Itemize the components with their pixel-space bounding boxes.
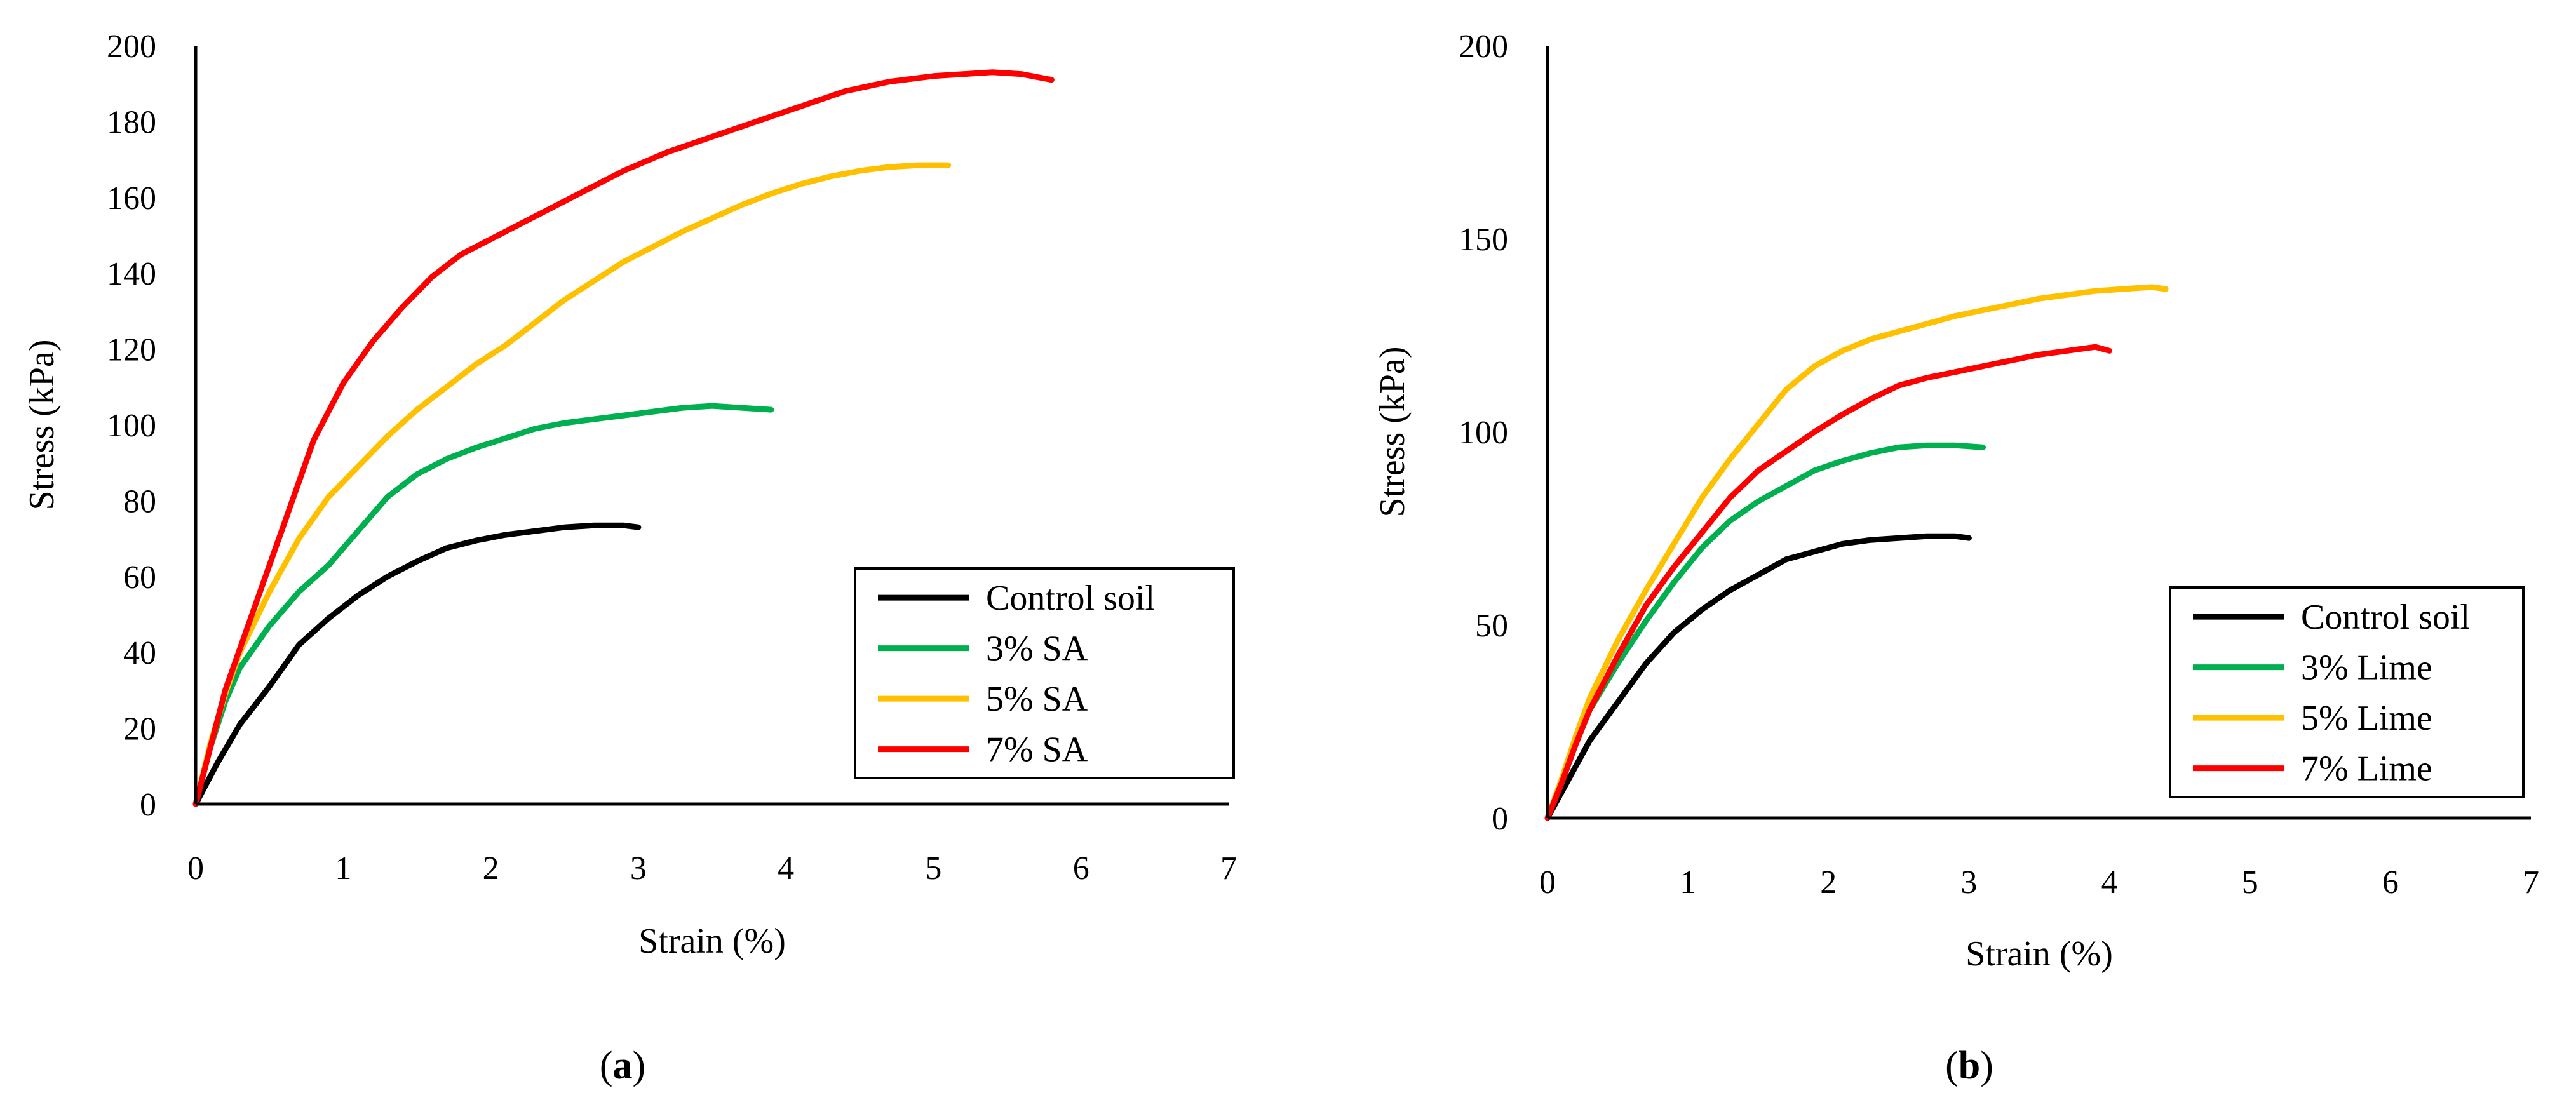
- series-line-control-soil: [192, 522, 642, 807]
- chart-panel-a: 0 1 2 3 4 5 6 7 0 20 40 60 80 100 120 140 160 180 200 Stra…: [22, 29, 1237, 1087]
- x-tick-label: 4: [2101, 864, 2118, 901]
- legend-label-7pct-sa: 7% SA: [986, 730, 1088, 770]
- y-tick-label: 20: [123, 711, 156, 748]
- y-tick-label: 100: [1459, 415, 1508, 451]
- x-tick-label: 7: [1220, 850, 1237, 887]
- y-tick-label: 180: [107, 104, 156, 140]
- x-tick-label: 4: [778, 850, 794, 887]
- y-tick-label: 80: [123, 483, 156, 520]
- series-line-control-soil: [1544, 533, 1972, 821]
- x-axis-label: Strain (%): [1966, 934, 2113, 974]
- legend-label-5pct-sa: 5% SA: [986, 680, 1088, 719]
- x-tick-label: 6: [1073, 850, 1089, 887]
- panel-label-letter: b: [1959, 1044, 1980, 1087]
- panel-label-open-paren: (: [1945, 1044, 1959, 1087]
- y-tick-label: 200: [1459, 29, 1508, 65]
- x-tick-label: 5: [2242, 864, 2258, 901]
- legend-label-control-soil: Control soil: [2301, 598, 2470, 637]
- panel-label-close-paren: ): [633, 1044, 646, 1087]
- y-tick-label: 50: [1475, 608, 1508, 644]
- panel-label-b: (b): [1945, 1044, 1993, 1087]
- y-tick-label: 100: [107, 408, 156, 444]
- legend-box: [2169, 586, 2525, 798]
- y-tick-label: 200: [107, 29, 156, 65]
- x-tick-label: 0: [1539, 864, 1556, 901]
- chart-panel-b: 0 1 2 3 4 5 6 7 0 50 100 150 200 Strain (%) Stress (…: [1373, 29, 2539, 1087]
- y-tick-label: 60: [123, 560, 156, 596]
- panel-label-letter: a: [613, 1044, 633, 1087]
- legend-label-3pct-sa: 3% SA: [986, 629, 1088, 669]
- x-tick-label: 1: [335, 850, 351, 887]
- panel-label-open-paren: (: [600, 1044, 613, 1087]
- series-line-7pct-sa: [192, 69, 1055, 807]
- series-line-5pct-sa: [192, 162, 952, 807]
- y-tick-label: 40: [123, 635, 156, 671]
- y-axis-label: Stress (kPa): [1373, 346, 1412, 517]
- x-tick-label: 2: [483, 850, 499, 887]
- y-tick-label: 0: [140, 787, 156, 823]
- legend-label-3pct-lime: 3% Lime: [2301, 648, 2432, 688]
- legend-label-7pct-lime: 7% Lime: [2301, 749, 2432, 789]
- y-tick-label: 150: [1459, 222, 1508, 258]
- panel-label-a: (a): [600, 1044, 645, 1087]
- x-tick-label: 1: [1680, 864, 1696, 901]
- legend: Control soil 3% SA 5% SA 7% SA: [854, 567, 1235, 779]
- x-tick-label: 6: [2382, 864, 2399, 901]
- y-tick-label: 120: [107, 332, 156, 368]
- x-axis-label: Strain (%): [638, 922, 786, 961]
- y-axis-label: Stress (kPa): [22, 339, 62, 510]
- series-line-3pct-sa: [192, 403, 774, 807]
- x-tick-label: 5: [925, 850, 941, 887]
- legend-box: [854, 567, 1235, 779]
- legend-label-control-soil: Control soil: [986, 579, 1155, 618]
- series-line-7pct-lime: [1544, 344, 2113, 821]
- legend: Control soil 3% Lime 5% Lime 7% Lime: [2169, 586, 2525, 798]
- x-tick-label: 3: [1960, 864, 1977, 901]
- x-tick-label: 2: [1820, 864, 1837, 901]
- series-line-5pct-lime: [1544, 284, 2169, 821]
- panel-label-close-paren: ): [1980, 1044, 1993, 1087]
- y-tick-label: 140: [107, 256, 156, 292]
- y-tick-label: 0: [1492, 801, 1508, 837]
- x-tick-label: 3: [630, 850, 647, 887]
- x-tick-label: 0: [187, 850, 204, 887]
- x-tick-label: 7: [2523, 864, 2539, 901]
- legend-label-5pct-lime: 5% Lime: [2301, 699, 2432, 738]
- y-tick-label: 160: [107, 180, 156, 217]
